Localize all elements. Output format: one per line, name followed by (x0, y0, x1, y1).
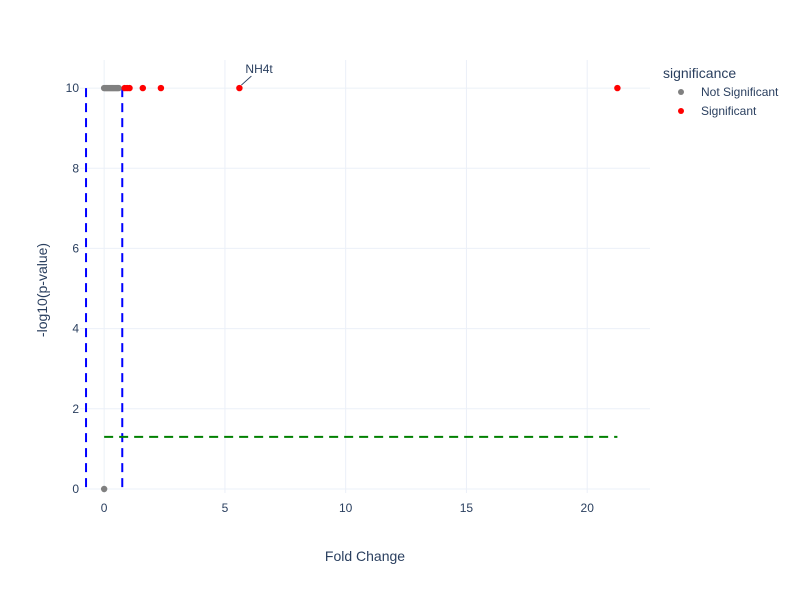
data-points (100, 84, 621, 493)
y-tick-label: 0 (72, 482, 79, 496)
x-tick-label: 10 (339, 501, 353, 515)
x-tick-label: 0 (101, 501, 108, 515)
y-tick-label: 4 (72, 322, 79, 336)
point-not-significant[interactable] (100, 485, 108, 493)
x-tick-label: 20 (581, 501, 595, 515)
y-tick-label: 6 (72, 241, 79, 255)
legend[interactable]: significance Not Significant Significant (663, 65, 779, 118)
annotation-arrow (241, 75, 252, 86)
x-tick-labels: 0 5 10 15 20 (101, 501, 594, 515)
legend-item-not-significant[interactable]: Not Significant (678, 85, 779, 99)
legend-label-not-significant: Not Significant (701, 85, 779, 99)
legend-item-significant[interactable]: Significant (678, 104, 757, 118)
plot-area (80, 60, 650, 493)
y-tick-label: 8 (72, 161, 79, 175)
gridlines (80, 60, 650, 493)
legend-marker-significant (678, 108, 684, 114)
y-tick-label: 2 (72, 402, 79, 416)
reference-lines (85, 88, 618, 489)
x-tick-label: 5 (222, 501, 229, 515)
point-significant[interactable] (614, 84, 621, 92)
y-tick-labels: 0 2 4 6 8 10 (66, 81, 80, 496)
annotations: NH4t (241, 62, 273, 86)
x-axis-title: Fold Change (325, 548, 405, 564)
point-significant[interactable] (157, 84, 165, 92)
point-not-significant[interactable] (115, 84, 122, 92)
y-axis-title: -log10(p-value) (34, 243, 50, 337)
legend-title: significance (663, 65, 736, 81)
point-significant[interactable] (126, 84, 133, 92)
point-significant[interactable] (236, 84, 243, 92)
legend-label-significant: Significant (701, 104, 757, 118)
y-tick-label: 10 (66, 81, 80, 95)
point-significant[interactable] (139, 84, 146, 92)
annotation-label: NH4t (245, 62, 273, 76)
x-tick-label: 15 (460, 501, 474, 515)
legend-marker-not-significant (678, 89, 684, 95)
